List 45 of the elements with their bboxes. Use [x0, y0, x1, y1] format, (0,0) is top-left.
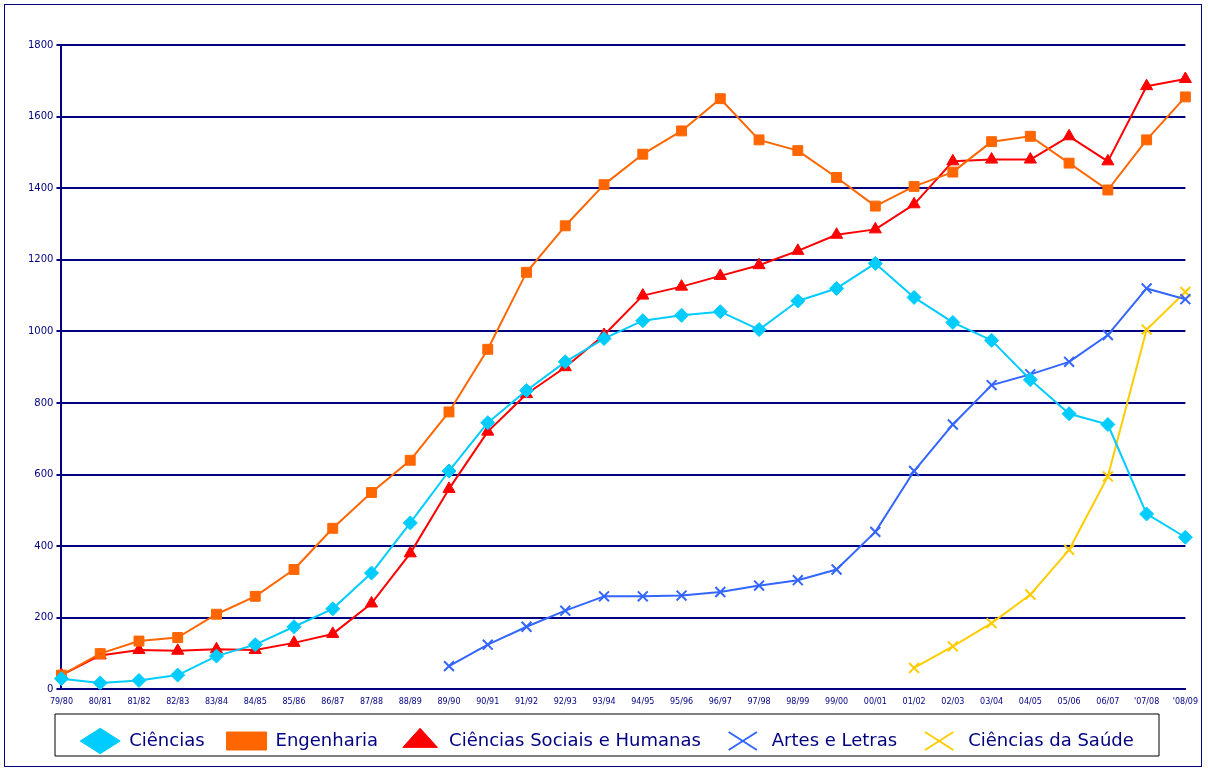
legend-label: Ciências da Saúde	[968, 728, 1134, 750]
x-tick-label: 97/98	[747, 697, 771, 707]
legend-label: Ciências	[129, 728, 205, 750]
y-tick-label: 400	[34, 539, 54, 551]
x-tick-label: 04/05	[1018, 697, 1042, 707]
x-tick-label: 96/97	[708, 697, 732, 707]
x-tick-label: 87/88	[359, 697, 384, 707]
x-tick-label: 86/87	[321, 697, 345, 707]
y-tick-label: 800	[34, 396, 54, 408]
x-tick-label: 92/93	[553, 697, 577, 707]
x-tick-label: 99/00	[825, 697, 849, 707]
legend-label: Artes e Letras	[771, 728, 898, 750]
x-tick-label: 84/85	[243, 697, 267, 707]
y-tick-label: 1800	[28, 38, 54, 50]
x-tick-label: 89/90	[437, 697, 461, 707]
x-tick-label: 93/94	[592, 697, 616, 707]
x-tick-label: 79/80	[49, 697, 73, 707]
x-tick-label: 83/84	[204, 697, 228, 707]
x-tick-label: 82/83	[166, 697, 190, 707]
x-tick-label: 81/82	[127, 697, 151, 707]
x-tick-label: '08/09	[1172, 697, 1199, 707]
legend-label: Engenharia	[275, 728, 379, 750]
y-tick-label: 1600	[28, 110, 54, 122]
x-tick-label: 94/95	[631, 697, 655, 707]
x-tick-label: 90/91	[476, 697, 500, 707]
y-tick-label: 0	[47, 682, 54, 694]
x-tick-label: 91/92	[514, 697, 539, 707]
y-tick-label: 1000	[28, 324, 54, 336]
x-tick-label: 85/86	[282, 697, 306, 707]
x-tick-label: 06/07	[1096, 697, 1120, 707]
y-tick-label: 1200	[28, 253, 54, 265]
x-tick-label: 00/01	[863, 697, 887, 707]
x-tick-label: 95/96	[670, 697, 694, 707]
y-tick-label: 1400	[28, 181, 54, 193]
y-tick-label: 200	[34, 611, 54, 623]
x-tick-label: 88/89	[398, 697, 422, 707]
x-tick-label: 03/04	[980, 697, 1004, 707]
x-tick-label: 98/99	[786, 697, 810, 707]
y-tick-label: 600	[34, 468, 54, 480]
x-tick-label: 01/02	[902, 697, 926, 707]
x-tick-label: '07/08	[1133, 697, 1160, 707]
legend-label: Ciências Sociais e Humanas	[449, 728, 701, 750]
x-tick-label: 80/81	[88, 697, 112, 707]
x-tick-label: 05/06	[1057, 697, 1081, 707]
x-tick-label: 02/03	[941, 697, 965, 707]
